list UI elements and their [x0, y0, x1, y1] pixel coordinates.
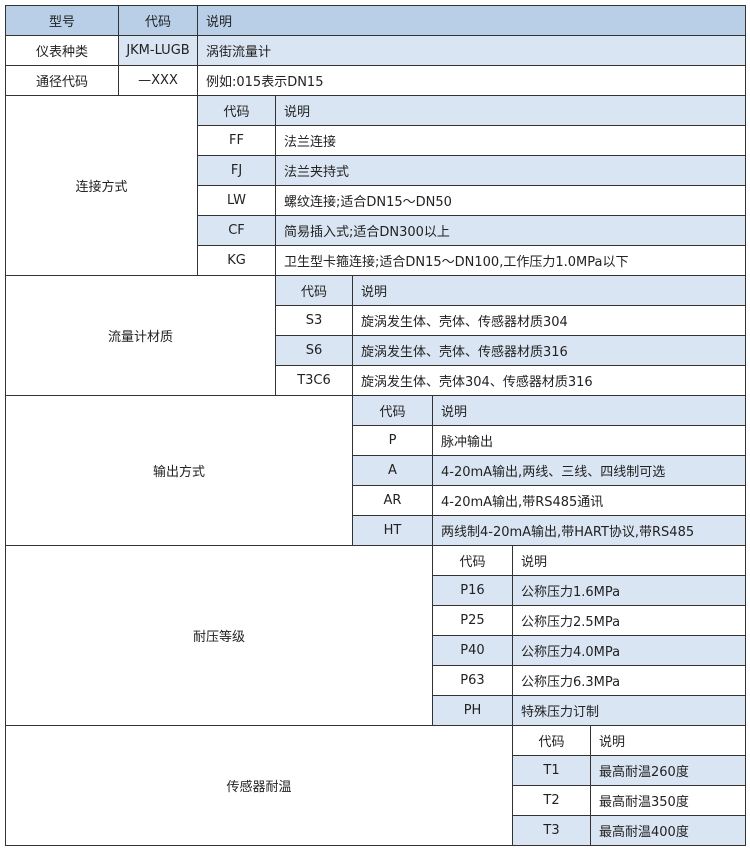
- option-code: S6: [275, 335, 353, 366]
- code-header: 代码: [275, 275, 353, 306]
- desc-header: 说明: [275, 95, 746, 126]
- desc-header: 说明: [352, 275, 746, 306]
- desc-header: 说明: [590, 725, 746, 756]
- option-desc: 4-20mA输出,带RS485通讯: [432, 485, 746, 516]
- option-code: KG: [197, 245, 276, 276]
- row-code: —XXX: [118, 65, 198, 96]
- option-desc: 公称压力6.3MPa: [512, 665, 746, 696]
- row-label: 通径代码: [5, 65, 119, 96]
- row-code: JKM-LUGB: [118, 35, 198, 66]
- option-code: P63: [432, 665, 513, 696]
- option-desc: 两线制4-20mA输出,带HART协议,带RS485: [432, 515, 746, 546]
- code-header: 代码: [512, 725, 591, 756]
- code-header: 代码: [352, 395, 433, 426]
- row-desc: 涡街流量计: [197, 35, 746, 66]
- header-code: 代码: [118, 5, 198, 36]
- option-desc: 4-20mA输出,两线、三线、四线制可选: [432, 455, 746, 486]
- option-desc: 最高耐温350度: [590, 785, 746, 816]
- option-desc: 特殊压力订制: [512, 695, 746, 726]
- option-code: LW: [197, 185, 276, 216]
- option-code: FJ: [197, 155, 276, 186]
- option-desc: 最高耐温400度: [590, 815, 746, 846]
- option-code: T2: [512, 785, 591, 816]
- option-code: T3C6: [275, 365, 353, 396]
- option-code: HT: [352, 515, 433, 546]
- option-code: P: [352, 425, 433, 456]
- option-desc: 旋涡发生体、壳体、传感器材质316: [352, 335, 746, 366]
- option-code: P40: [432, 635, 513, 666]
- option-desc: 法兰夹持式: [275, 155, 746, 186]
- option-desc: 公称压力2.5MPa: [512, 605, 746, 636]
- option-code: P16: [432, 575, 513, 606]
- row-desc: 例如:015表示DN15: [197, 65, 746, 96]
- option-desc: 脉冲输出: [432, 425, 746, 456]
- option-code: T1: [512, 755, 591, 786]
- option-desc: 螺纹连接;适合DN15～DN50: [275, 185, 746, 216]
- section-label: 传感器耐温: [5, 725, 513, 846]
- section-label: 流量计材质: [5, 275, 276, 396]
- option-desc: 卫生型卡箍连接;适合DN15～DN100,工作压力1.0MPa以下: [275, 245, 746, 276]
- section-label: 连接方式: [5, 95, 198, 276]
- section-label: 输出方式: [5, 395, 353, 546]
- option-code: CF: [197, 215, 276, 246]
- header-desc: 说明: [197, 5, 746, 36]
- section-label: 耐压等级: [5, 545, 433, 726]
- desc-header: 说明: [432, 395, 746, 426]
- code-header: 代码: [432, 545, 513, 576]
- option-code: PH: [432, 695, 513, 726]
- row-label: 仪表种类: [5, 35, 119, 66]
- header-model: 型号: [5, 5, 119, 36]
- option-desc: 公称压力1.6MPa: [512, 575, 746, 606]
- option-code: T3: [512, 815, 591, 846]
- option-desc: 公称压力4.0MPa: [512, 635, 746, 666]
- option-desc: 简易插入式;适合DN300以上: [275, 215, 746, 246]
- option-desc: 最高耐温260度: [590, 755, 746, 786]
- desc-header: 说明: [512, 545, 746, 576]
- option-desc: 旋涡发生体、壳体304、传感器材质316: [352, 365, 746, 396]
- option-code: AR: [352, 485, 433, 516]
- option-desc: 法兰连接: [275, 125, 746, 156]
- option-code: S3: [275, 305, 353, 336]
- code-header: 代码: [197, 95, 276, 126]
- option-desc: 旋涡发生体、壳体、传感器材质304: [352, 305, 746, 336]
- option-code: A: [352, 455, 433, 486]
- option-code: FF: [197, 125, 276, 156]
- option-code: P25: [432, 605, 513, 636]
